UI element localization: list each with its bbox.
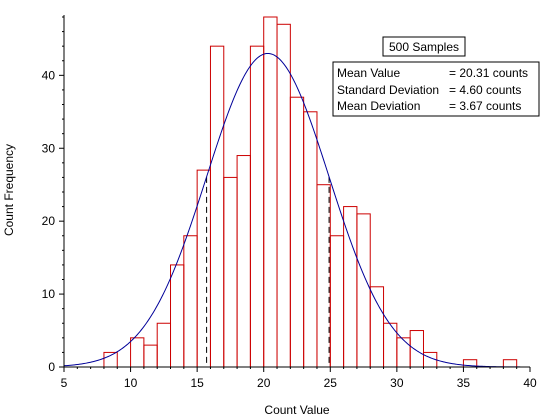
histogram-bar bbox=[263, 16, 278, 368]
x-tick-label: 20 bbox=[257, 376, 271, 390]
y-tick-label: 30 bbox=[42, 141, 56, 155]
histogram-bar bbox=[303, 111, 318, 368]
histogram-bar bbox=[130, 337, 145, 368]
histogram-bar bbox=[249, 45, 265, 368]
histogram-bar bbox=[329, 235, 345, 368]
histogram-bar bbox=[396, 337, 411, 368]
stat-label: Standard Deviation bbox=[337, 83, 439, 97]
x-tick-label: 5 bbox=[61, 376, 68, 390]
histogram-bar bbox=[236, 155, 251, 368]
stat-label: Mean Value bbox=[337, 66, 400, 80]
histogram-bar bbox=[343, 206, 358, 368]
x-tick-label: 15 bbox=[190, 376, 204, 390]
histogram-bar bbox=[409, 330, 424, 368]
x-tick-label: 40 bbox=[523, 376, 537, 390]
histogram-bar bbox=[502, 359, 518, 368]
y-axis-ticks: 0 10 20 30 40 bbox=[42, 16, 64, 374]
deviation-markers bbox=[206, 176, 330, 367]
x-axis-ticks: 5 10 15 20 25 30 35 40 bbox=[61, 367, 537, 390]
normal-fit-curve bbox=[63, 52, 531, 368]
samples-label: 500 Samples bbox=[389, 40, 459, 54]
stats-box: Mean Value = 20.31 counts Standard Devia… bbox=[332, 61, 540, 117]
stat-value: = 4.60 counts bbox=[449, 83, 521, 97]
histogram-bar bbox=[170, 264, 185, 368]
histogram-bar bbox=[209, 45, 225, 368]
stat-label: Mean Deviation bbox=[337, 99, 420, 113]
stat-value: = 20.31 counts bbox=[449, 66, 528, 80]
y-tick-label: 10 bbox=[42, 287, 56, 301]
samples-box: 500 Samples bbox=[382, 36, 466, 57]
x-tick-label: 30 bbox=[390, 376, 404, 390]
histogram-bar bbox=[103, 351, 118, 368]
histogram-bar bbox=[276, 23, 291, 368]
y-tick-label: 40 bbox=[42, 68, 56, 82]
y-tick-label: 0 bbox=[48, 360, 55, 374]
histogram-bar bbox=[143, 344, 158, 368]
histogram-bar bbox=[356, 213, 371, 368]
histogram-bar bbox=[156, 322, 172, 368]
y-axis-label: Count Frequency bbox=[2, 144, 16, 236]
y-tick-label: 20 bbox=[42, 214, 56, 228]
stat-value: = 3.67 counts bbox=[449, 99, 521, 113]
x-axis-label: Count Value bbox=[264, 403, 329, 417]
x-tick-label: 35 bbox=[457, 376, 471, 390]
histogram-bar bbox=[369, 286, 385, 368]
histogram-bar bbox=[289, 96, 305, 368]
x-tick-label: 10 bbox=[124, 376, 138, 390]
histogram-bar bbox=[183, 235, 198, 368]
histogram-bar bbox=[316, 184, 331, 368]
x-tick-label: 25 bbox=[324, 376, 338, 390]
histogram-bar bbox=[223, 176, 238, 368]
